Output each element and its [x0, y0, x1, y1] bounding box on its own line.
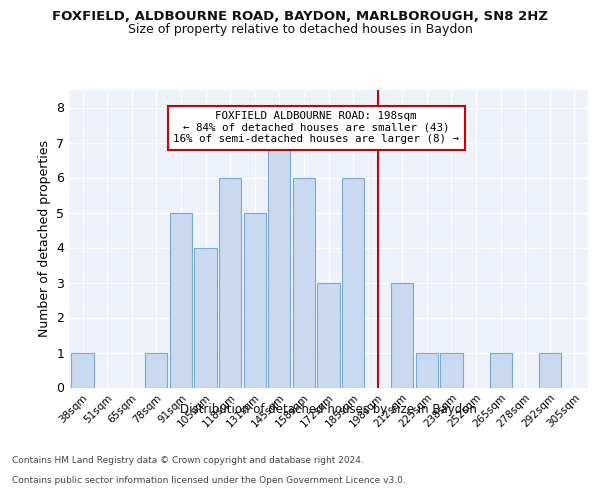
- Text: Contains HM Land Registry data © Crown copyright and database right 2024.: Contains HM Land Registry data © Crown c…: [12, 456, 364, 465]
- Bar: [391, 282, 413, 388]
- Bar: [539, 352, 561, 388]
- Bar: [170, 212, 192, 388]
- Bar: [194, 248, 217, 388]
- Text: Distribution of detached houses by size in Baydon: Distribution of detached houses by size …: [181, 402, 477, 415]
- Bar: [71, 352, 94, 388]
- Text: FOXFIELD ALDBOURNE ROAD: 198sqm
← 84% of detached houses are smaller (43)
16% of: FOXFIELD ALDBOURNE ROAD: 198sqm ← 84% of…: [173, 111, 459, 144]
- Bar: [416, 352, 438, 388]
- Bar: [490, 352, 512, 388]
- Bar: [293, 178, 315, 388]
- Text: Contains public sector information licensed under the Open Government Licence v3: Contains public sector information licen…: [12, 476, 406, 485]
- Bar: [244, 212, 266, 388]
- Bar: [145, 352, 167, 388]
- Text: FOXFIELD, ALDBOURNE ROAD, BAYDON, MARLBOROUGH, SN8 2HZ: FOXFIELD, ALDBOURNE ROAD, BAYDON, MARLBO…: [52, 10, 548, 23]
- Y-axis label: Number of detached properties: Number of detached properties: [38, 140, 50, 337]
- Text: Size of property relative to detached houses in Baydon: Size of property relative to detached ho…: [128, 22, 472, 36]
- Bar: [342, 178, 364, 388]
- Bar: [317, 282, 340, 388]
- Bar: [440, 352, 463, 388]
- Bar: [268, 142, 290, 388]
- Bar: [219, 178, 241, 388]
